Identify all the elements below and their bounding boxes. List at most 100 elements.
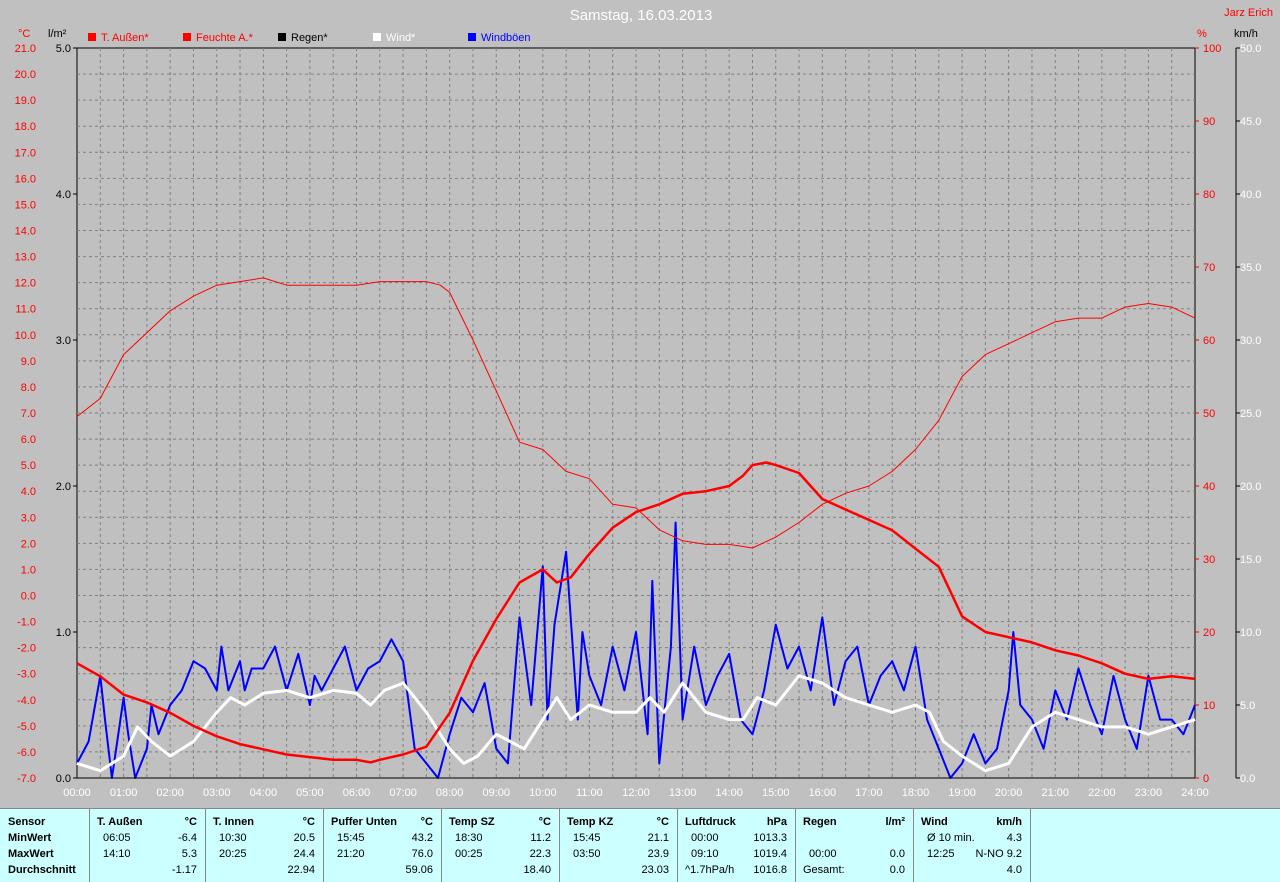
x-tick-label: 17:00 [855,787,883,799]
stat-avg-val: -1.17 [171,864,197,876]
temp-tick-label: 20.0 [15,69,36,81]
stat-avg-time: Gesamt: [803,864,845,876]
stat-unit: °C [302,816,315,828]
stat-min-val: 21.1 [647,832,669,844]
stat-title: Luftdruck [685,816,736,828]
series-line-windb-en [76,521,1196,779]
temp-tick-label: -7.0 [17,773,36,785]
temp-tick-label: 11.0 [15,304,36,316]
rain-tick-label: 2.0 [56,481,71,493]
stat-column: Puffer Unten °C 15:45 43.2 21:20 76.0 59.06 [323,809,442,882]
temp-tick-label: 19.0 [15,95,36,107]
rain-axis-unit: l/m² [48,28,67,40]
x-tick-label: 18:00 [902,787,930,799]
stat-max-val: 5.3 [181,848,197,860]
stat-max-time: 00:25 [455,848,483,860]
stat-min-time: 00:00 [691,832,719,844]
x-tick-label: 19:00 [948,787,976,799]
temp-tick-label: 17.0 [15,147,36,159]
stat-max-val: 24.4 [293,848,315,860]
temp-tick-label: 5.0 [21,460,36,472]
wind-tick-label: 20.0 [1240,481,1261,493]
temp-tick-label: 4.0 [21,486,36,498]
x-tick-label: 13:00 [669,787,697,799]
stat-min-val: -6.4 [178,832,197,844]
stat-title: Puffer Unten [331,816,397,828]
x-tick-label: 22:00 [1088,787,1116,799]
legend-swatch [183,33,191,41]
stat-max-val: 22.3 [529,848,551,860]
stat-title: T. Außen [97,816,143,828]
chart-title: Samstag, 16.03.2013 [570,7,713,24]
rain-tick-label: 1.0 [56,627,71,639]
series-line-wind [76,674,1196,773]
x-tick-label: 24:00 [1181,787,1209,799]
stat-max-time: 14:10 [103,848,131,860]
weather-chart: 21.0 20.0 19.0 18.0 17.0 16.0 15.0 14.0 13.0 12.0… [15,7,1273,799]
stat-max-val: 76.0 [411,848,433,860]
humidity-tick-label: 80 [1203,189,1215,201]
wind-tick-label: 15.0 [1240,554,1261,566]
humidity-tick-label: 60 [1203,335,1215,347]
temp-tick-label: 10.0 [15,330,36,342]
x-tick-label: 08:00 [436,787,464,799]
temp-tick-label: 14.0 [15,226,36,238]
x-tick-label: 16:00 [809,787,837,799]
stat-title: T. Innen [213,816,254,828]
wind-tick-label: 40.0 [1240,189,1261,201]
author-label: Jarz Erich [1224,7,1273,19]
legend-label: Feuchte A.* [196,32,254,44]
stat-max-val: N-NO 9.2 [975,848,1022,860]
row-label-sensor: Sensor [8,816,46,828]
stat-max-time: 00:00 [809,848,837,860]
stat-column: Wind km/h Ø 10 min. 4.3 12:25 N-NO 9.2 4.0 [913,809,1031,882]
stat-unit: °C [184,816,197,828]
stat-column: Regen l/m² 00:00 0.0 Gesamt: 0.0 [795,809,914,882]
wind-tick-label: 25.0 [1240,408,1261,420]
stat-max-val: 1019.4 [753,848,787,860]
statistics-table: Sensor MinWert MaxWert Durchschnitt T. A… [0,808,1280,882]
stat-min-val: 1013.3 [753,832,787,844]
temp-tick-label: -5.0 [17,721,36,733]
wind-tick-label: 10.0 [1240,627,1261,639]
x-tick-label: 10:00 [529,787,557,799]
temp-tick-label: 7.0 [21,408,36,420]
rain-tick-label: 4.0 [56,189,71,201]
stat-column: Luftdruck hPa 00:00 1013.3 09:10 1019.4 ^1.7hP… [677,809,796,882]
stat-unit: °C [420,816,433,828]
legend-label: Wind* [386,32,416,44]
stat-title: Temp KZ [567,816,614,828]
stat-min-val: 11.2 [530,832,551,844]
stat-avg-time: ^1.7hPa/h [685,864,735,876]
stat-min-val: 20.5 [293,832,315,844]
x-tick-label: 06:00 [343,787,371,799]
temp-tick-label: 0.0 [21,591,36,603]
stat-max-time: 20:25 [219,848,247,860]
humidity-tick-label: 30 [1203,554,1215,566]
x-tick-label: 23:00 [1135,787,1163,799]
stat-min-time: 15:45 [573,832,601,844]
humidity-axis-unit: % [1197,28,1207,40]
stat-max-val: 23.9 [647,848,669,860]
rain-tick-label: 5.0 [56,43,71,55]
stat-unit: hPa [766,816,787,828]
stat-unit: l/m² [885,816,905,828]
x-tick-label: 05:00 [296,787,324,799]
stat-column: T. Innen °C 10:30 20.5 20:25 24.4 22.94 [205,809,324,882]
x-tick-label: 03:00 [203,787,231,799]
temp-tick-label: -4.0 [17,695,36,707]
temp-tick-label: 12.0 [15,278,36,290]
temp-tick-label: 2.0 [21,538,36,550]
humidity-tick-label: 100 [1203,43,1221,55]
temp-tick-label: 15.0 [15,199,36,211]
x-tick-label: 09:00 [482,787,510,799]
stat-max-time: 09:10 [691,848,719,860]
stat-max-time: 12:25 [927,848,955,860]
row-label-min: MinWert [8,832,52,844]
wind-axis-unit: km/h [1234,28,1258,40]
stat-column: Temp KZ °C 15:45 21.1 03:50 23.9 23.03 [559,809,678,882]
legend-swatch [373,33,381,41]
stat-avg-val: 0.0 [889,864,905,876]
stat-unit: km/h [996,816,1022,828]
stat-min-val: 4.3 [1006,832,1022,844]
